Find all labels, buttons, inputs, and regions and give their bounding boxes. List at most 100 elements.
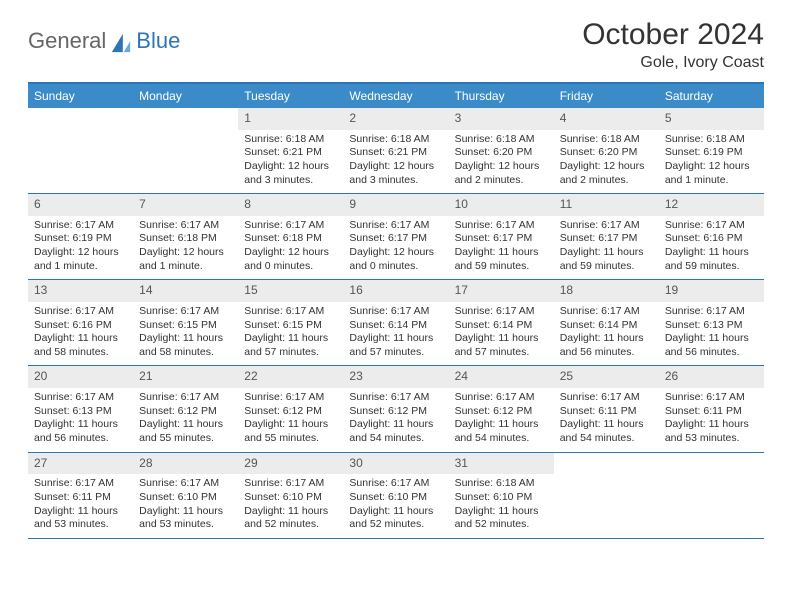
day-cell: 28Sunrise: 6:17 AMSunset: 6:10 PMDayligh… xyxy=(133,453,238,538)
daylight-text: Daylight: 11 hours xyxy=(455,332,548,346)
day-number: 10 xyxy=(449,194,554,216)
day-number: 23 xyxy=(343,366,448,388)
day-number: 2 xyxy=(343,108,448,130)
sunrise-text: Sunrise: 6:17 AM xyxy=(139,219,232,233)
day-cell: 14 Sunrise: 6:17 AMSunset: 6:15 PMDayligh… xyxy=(133,280,238,365)
daylight-text: Daylight: 11 hours xyxy=(349,332,442,346)
day-body: Sunrise: 6:17 AMSunset: 6:10 PMDaylight:… xyxy=(133,474,238,538)
sunrise-text: Sunrise: 6:17 AM xyxy=(244,305,337,319)
daylight-text: and 52 minutes. xyxy=(455,518,548,532)
sunrise-text: Sunrise: 6:17 AM xyxy=(34,477,127,491)
day-body: Sunrise: 6:18 AMSunset: 6:20 PMDaylight:… xyxy=(554,130,659,194)
day-body: Sunrise: 6:17 AMSunset: 6:11 PMDaylight:… xyxy=(28,474,133,538)
sunset-text: Sunset: 6:19 PM xyxy=(665,146,758,160)
day-body: Sunrise: 6:17 AMSunset: 6:14 PMDaylight:… xyxy=(343,302,448,366)
sunset-text: Sunset: 6:17 PM xyxy=(455,232,548,246)
daylight-text: Daylight: 12 hours xyxy=(244,246,337,260)
sunset-text: Sunset: 6:21 PM xyxy=(349,146,442,160)
sunrise-text: Sunrise: 6:17 AM xyxy=(349,477,442,491)
sunset-text: Sunset: 6:20 PM xyxy=(560,146,653,160)
day-number: 6 xyxy=(28,194,133,216)
daylight-text: Daylight: 12 hours xyxy=(349,246,442,260)
daylight-text: Daylight: 11 hours xyxy=(560,246,653,260)
day-cell: 10Sunrise: 6:17 AMSunset: 6:17 PMDayligh… xyxy=(449,194,554,279)
day-body: Sunrise: 6:17 AMSunset: 6:18 PMDaylight:… xyxy=(133,216,238,280)
daylight-text: Daylight: 11 hours xyxy=(139,332,232,346)
sunrise-text: Sunrise: 6:17 AM xyxy=(560,305,653,319)
sunrise-text: Sunrise: 6:17 AM xyxy=(560,219,653,233)
day-number: 13 xyxy=(28,280,133,302)
daylight-text: Daylight: 11 hours xyxy=(349,505,442,519)
day-body: Sunrise: 6:17 AMSunset: 6:14 PMDaylight:… xyxy=(554,302,659,366)
daylight-text: and 56 minutes. xyxy=(34,432,127,446)
weekday-header-row: SundayMondayTuesdayWednesdayThursdayFrid… xyxy=(28,84,764,108)
logo: General Blue xyxy=(28,18,180,54)
sunrise-text: Sunrise: 6:17 AM xyxy=(244,391,337,405)
sunrise-text: Sunrise: 6:18 AM xyxy=(455,133,548,147)
daylight-text: Daylight: 11 hours xyxy=(139,418,232,432)
sunrise-text: Sunrise: 6:18 AM xyxy=(349,133,442,147)
sunset-text: Sunset: 6:10 PM xyxy=(349,491,442,505)
daylight-text: and 1 minute. xyxy=(665,174,758,188)
logo-text-blue: Blue xyxy=(136,28,180,54)
location-label: Gole, Ivory Coast xyxy=(582,54,764,72)
day-number: 3 xyxy=(449,108,554,130)
day-body: Sunrise: 6:17 AMSunset: 6:19 PMDaylight:… xyxy=(28,216,133,280)
day-number: 18 xyxy=(554,280,659,302)
day-cell: 24Sunrise: 6:17 AMSunset: 6:12 PMDayligh… xyxy=(449,366,554,451)
day-cell: 22Sunrise: 6:17 AMSunset: 6:12 PMDayligh… xyxy=(238,366,343,451)
day-number: 29 xyxy=(238,453,343,475)
day-cell: 20Sunrise: 6:17 AMSunset: 6:13 PMDayligh… xyxy=(28,366,133,451)
day-number: 25 xyxy=(554,366,659,388)
day-body: Sunrise: 6:17 AMSunset: 6:16 PMDaylight:… xyxy=(659,216,764,280)
day-number: 5 xyxy=(659,108,764,130)
sunrise-text: Sunrise: 6:18 AM xyxy=(665,133,758,147)
daylight-text: Daylight: 11 hours xyxy=(34,505,127,519)
sunset-text: Sunset: 6:11 PM xyxy=(560,405,653,419)
sunrise-text: Sunrise: 6:17 AM xyxy=(139,305,232,319)
sunset-text: Sunset: 6:12 PM xyxy=(349,405,442,419)
daylight-text: and 2 minutes. xyxy=(455,174,548,188)
sunset-text: Sunset: 6:10 PM xyxy=(455,491,548,505)
day-body: Sunrise: 6:18 AMSunset: 6:10 PMDaylight:… xyxy=(449,474,554,538)
daylight-text: and 53 minutes. xyxy=(139,518,232,532)
daylight-text: Daylight: 12 hours xyxy=(244,160,337,174)
day-cell: 21Sunrise: 6:17 AMSunset: 6:12 PMDayligh… xyxy=(133,366,238,451)
daylight-text: and 57 minutes. xyxy=(244,346,337,360)
day-cell: 11Sunrise: 6:17 AMSunset: 6:17 PMDayligh… xyxy=(554,194,659,279)
title-block: October 2024 Gole, Ivory Coast xyxy=(582,18,764,72)
day-body: Sunrise: 6:17 AMSunset: 6:18 PMDaylight:… xyxy=(238,216,343,280)
day-body: Sunrise: 6:17 AMSunset: 6:12 PMDaylight:… xyxy=(133,388,238,452)
day-body: Sunrise: 6:17 AMSunset: 6:12 PMDaylight:… xyxy=(343,388,448,452)
day-number: 12 xyxy=(659,194,764,216)
sunset-text: Sunset: 6:11 PM xyxy=(665,405,758,419)
day-body: Sunrise: 6:17 AMSunset: 6:11 PMDaylight:… xyxy=(659,388,764,452)
day-cell: 7Sunrise: 6:17 AMSunset: 6:18 PMDaylight… xyxy=(133,194,238,279)
day-cell: 26Sunrise: 6:17 AMSunset: 6:11 PMDayligh… xyxy=(659,366,764,451)
sunset-text: Sunset: 6:14 PM xyxy=(560,319,653,333)
sunset-text: Sunset: 6:16 PM xyxy=(665,232,758,246)
day-number: 7 xyxy=(133,194,238,216)
day-number: 24 xyxy=(449,366,554,388)
sunrise-text: Sunrise: 6:17 AM xyxy=(244,219,337,233)
daylight-text: and 55 minutes. xyxy=(244,432,337,446)
sunset-text: Sunset: 6:14 PM xyxy=(349,319,442,333)
day-number: 14 xyxy=(133,280,238,302)
day-number: 27 xyxy=(28,453,133,475)
sunset-text: Sunset: 6:15 PM xyxy=(139,319,232,333)
day-cell xyxy=(28,108,133,193)
sunset-text: Sunset: 6:11 PM xyxy=(34,491,127,505)
logo-sail-icon xyxy=(110,32,132,54)
day-number: 15 xyxy=(238,280,343,302)
day-number: 26 xyxy=(659,366,764,388)
weekday-header: Monday xyxy=(133,84,238,108)
daylight-text: and 58 minutes. xyxy=(139,346,232,360)
daylight-text: and 56 minutes. xyxy=(560,346,653,360)
daylight-text: Daylight: 11 hours xyxy=(244,332,337,346)
day-number: 19 xyxy=(659,280,764,302)
daylight-text: and 57 minutes. xyxy=(455,346,548,360)
day-cell: 8Sunrise: 6:17 AMSunset: 6:18 PMDaylight… xyxy=(238,194,343,279)
day-body: Sunrise: 6:17 AMSunset: 6:15 PMDaylight:… xyxy=(238,302,343,366)
day-body: Sunrise: 6:17 AMSunset: 6:12 PMDaylight:… xyxy=(449,388,554,452)
sunset-text: Sunset: 6:20 PM xyxy=(455,146,548,160)
